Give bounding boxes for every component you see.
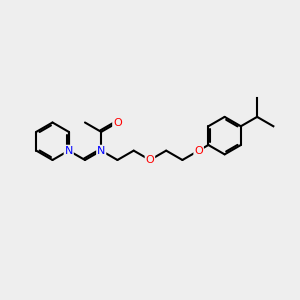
Text: O: O [113,118,122,128]
Text: O: O [194,146,203,156]
Text: N: N [64,146,73,156]
Text: N: N [97,146,105,156]
Text: O: O [146,155,154,165]
